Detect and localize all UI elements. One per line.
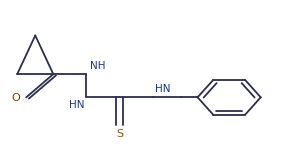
Text: S: S (116, 129, 123, 139)
Text: O: O (11, 93, 20, 103)
Text: NH: NH (90, 61, 105, 71)
Text: HN: HN (69, 100, 85, 110)
Text: HN: HN (155, 84, 170, 94)
